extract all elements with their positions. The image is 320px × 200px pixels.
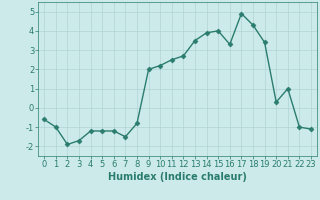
X-axis label: Humidex (Indice chaleur): Humidex (Indice chaleur)	[108, 172, 247, 182]
